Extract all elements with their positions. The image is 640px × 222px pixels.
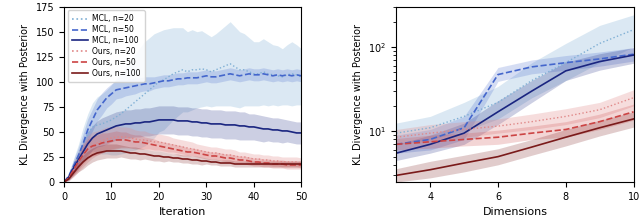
Y-axis label: KL Divergence with Posterior: KL Divergence with Posterior [20, 24, 30, 165]
X-axis label: Dimensions: Dimensions [483, 207, 547, 217]
Legend: MCL, n=20, MCL, n=50, MCL, n=100, Ours, n=20, Ours, n=50, Ours, n=100: MCL, n=20, MCL, n=50, MCL, n=100, Ours, … [68, 10, 145, 82]
Y-axis label: KL Divergence with Posterior: KL Divergence with Posterior [353, 24, 363, 165]
X-axis label: Iteration: Iteration [159, 207, 206, 217]
